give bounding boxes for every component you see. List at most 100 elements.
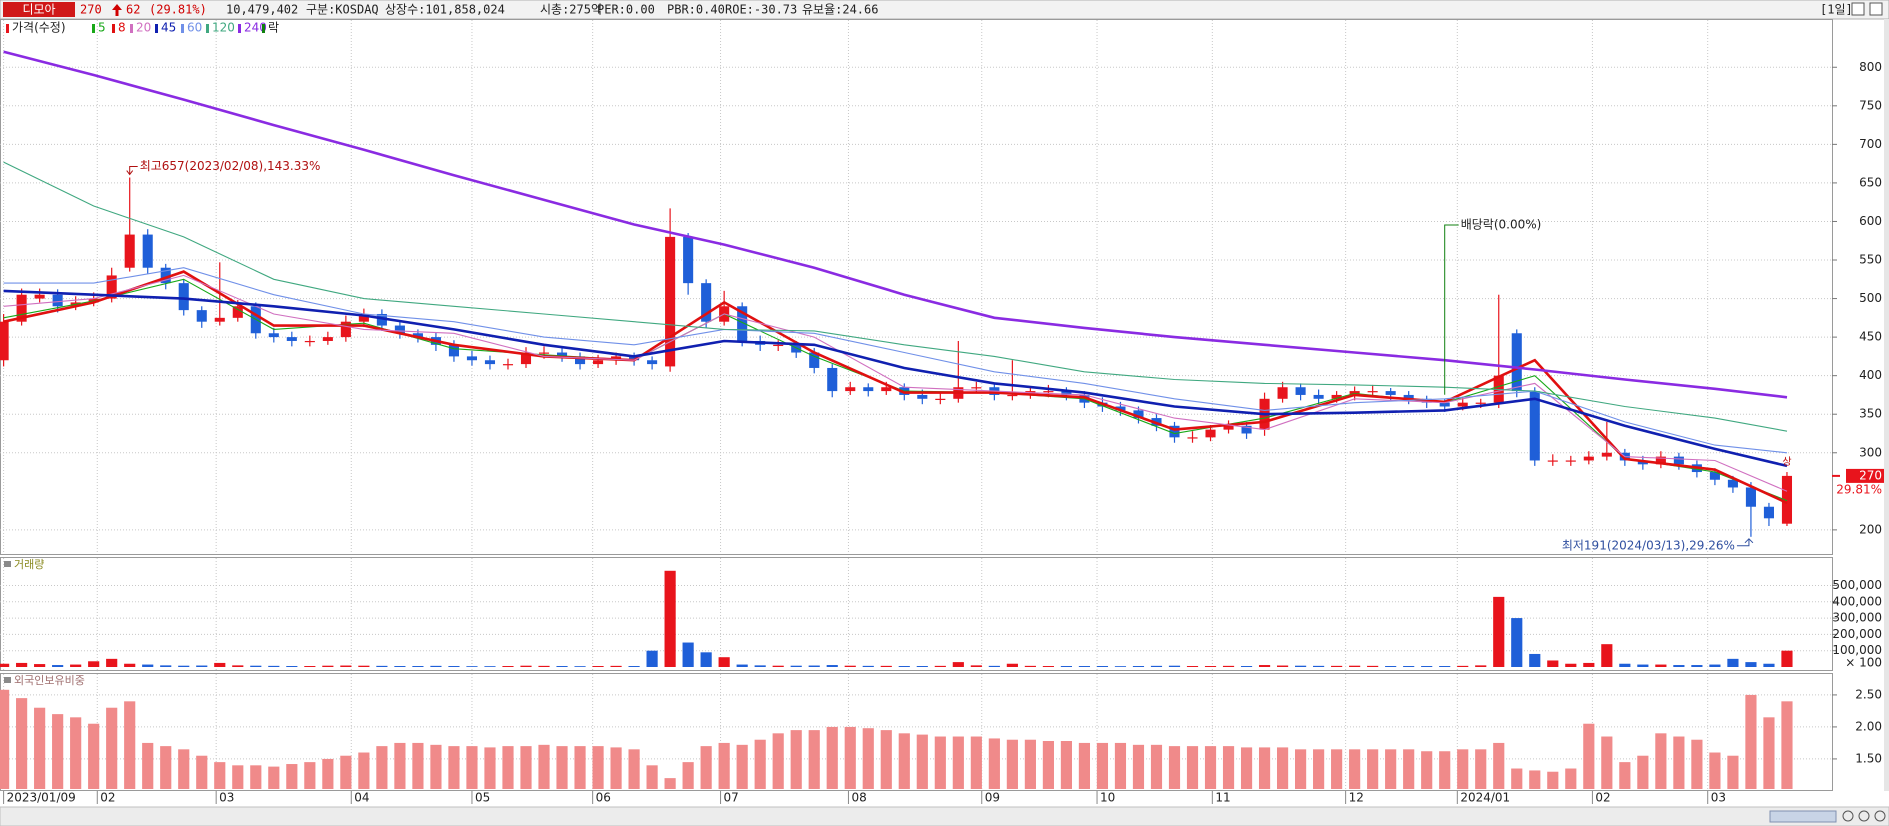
bar	[376, 665, 388, 667]
bar	[1457, 749, 1469, 789]
candle-body	[358, 313, 369, 322]
bar	[178, 665, 190, 667]
bar	[808, 730, 820, 789]
zoom-button[interactable]	[1858, 810, 1870, 822]
legend-label: 가격(수정)	[12, 21, 66, 35]
bar	[1565, 768, 1577, 789]
bar	[484, 747, 496, 789]
bar	[1078, 666, 1091, 667]
bar	[1403, 666, 1415, 667]
bar	[1060, 666, 1072, 667]
candle-body	[412, 333, 423, 338]
plot-area: 2023/01/09 02 03 04 05 06 07 08 09 10 11 12 2024/01 0…	[0, 20, 1884, 805]
bar	[1006, 739, 1018, 789]
candle-body	[1043, 391, 1054, 393]
bar	[970, 665, 982, 667]
bar	[826, 665, 838, 667]
bar	[214, 762, 226, 789]
x-tick-label: 07	[724, 791, 739, 805]
bar	[160, 665, 172, 667]
bar	[664, 570, 676, 667]
annotation: 최고657(2023/02/08),143.33%	[140, 159, 321, 173]
y-tick-label: 400,000	[1832, 594, 1882, 608]
window-button[interactable]	[1851, 2, 1865, 16]
price-panel	[0, 19, 1833, 555]
bar	[1619, 762, 1631, 789]
annotation: 상	[1782, 456, 1791, 468]
x-tick-label: 05	[475, 791, 490, 805]
name-badge[interactable]	[3, 2, 75, 17]
candle-body	[178, 283, 189, 311]
bar	[502, 746, 514, 789]
candle-body	[1295, 387, 1306, 395]
window-button[interactable]	[1869, 2, 1883, 16]
y-tick-label: 650	[1859, 175, 1882, 189]
bar	[1781, 701, 1793, 789]
x-tick-label: 02	[100, 791, 115, 805]
bar	[1331, 665, 1343, 667]
candle-body	[16, 294, 27, 322]
bar	[988, 738, 1000, 789]
bar	[610, 747, 622, 789]
bar	[736, 664, 748, 667]
candle-body	[647, 360, 658, 365]
legend-label: 60	[187, 21, 202, 35]
candle-body	[142, 234, 153, 268]
bar	[1042, 666, 1054, 667]
bar	[1493, 742, 1505, 789]
x-tick-label: 03	[219, 791, 234, 805]
zoom-button[interactable]	[1842, 810, 1854, 822]
panel-icon	[4, 677, 11, 683]
moving-average-line	[3, 267, 1788, 454]
bar	[1367, 665, 1379, 667]
bar	[1691, 739, 1703, 789]
bar	[682, 642, 694, 667]
bar	[1204, 746, 1217, 789]
bar	[286, 666, 298, 667]
per: PER:0.00	[597, 3, 655, 17]
bar	[1349, 665, 1361, 667]
bar	[1601, 644, 1613, 667]
bar	[1421, 666, 1433, 667]
legend-swatch	[181, 24, 184, 33]
candle-body	[1475, 402, 1486, 404]
bar	[1258, 747, 1271, 789]
bar	[664, 778, 676, 789]
legend-label: 5	[98, 21, 106, 35]
scrollbar[interactable]	[0, 806, 1889, 826]
candle-body	[52, 294, 63, 307]
bar	[1060, 741, 1072, 789]
bar	[1204, 666, 1217, 667]
bar	[1114, 666, 1127, 667]
bar	[934, 665, 946, 667]
bar	[520, 746, 532, 789]
bar	[1655, 733, 1667, 789]
candle-body	[1205, 429, 1216, 438]
candle-body	[286, 337, 297, 341]
candle-body	[701, 283, 712, 322]
bar	[340, 665, 352, 667]
candle-body	[629, 356, 640, 361]
bar	[1745, 662, 1757, 667]
bar	[1475, 749, 1487, 789]
market-cap: 시총:275억	[540, 3, 602, 17]
period[interactable]: [1일]	[1820, 3, 1853, 17]
candle-body	[845, 387, 856, 392]
bar	[1078, 742, 1091, 789]
bar	[1637, 664, 1649, 667]
candle-body	[556, 352, 568, 357]
bar	[1331, 749, 1343, 789]
x-tick-label: 02	[1595, 791, 1610, 805]
bar	[1655, 664, 1667, 667]
y-tick-label: 400	[1859, 368, 1882, 382]
bar	[700, 652, 712, 667]
bar	[1619, 663, 1631, 667]
market: 구분:KOSDAQ	[306, 3, 379, 17]
bar	[862, 665, 874, 667]
candle-body	[1655, 456, 1666, 465]
bar	[502, 666, 514, 667]
candle-body	[593, 360, 604, 365]
zoom-button[interactable]	[1874, 810, 1886, 822]
scroll-thumb[interactable]	[1769, 810, 1837, 823]
bar	[286, 764, 298, 789]
